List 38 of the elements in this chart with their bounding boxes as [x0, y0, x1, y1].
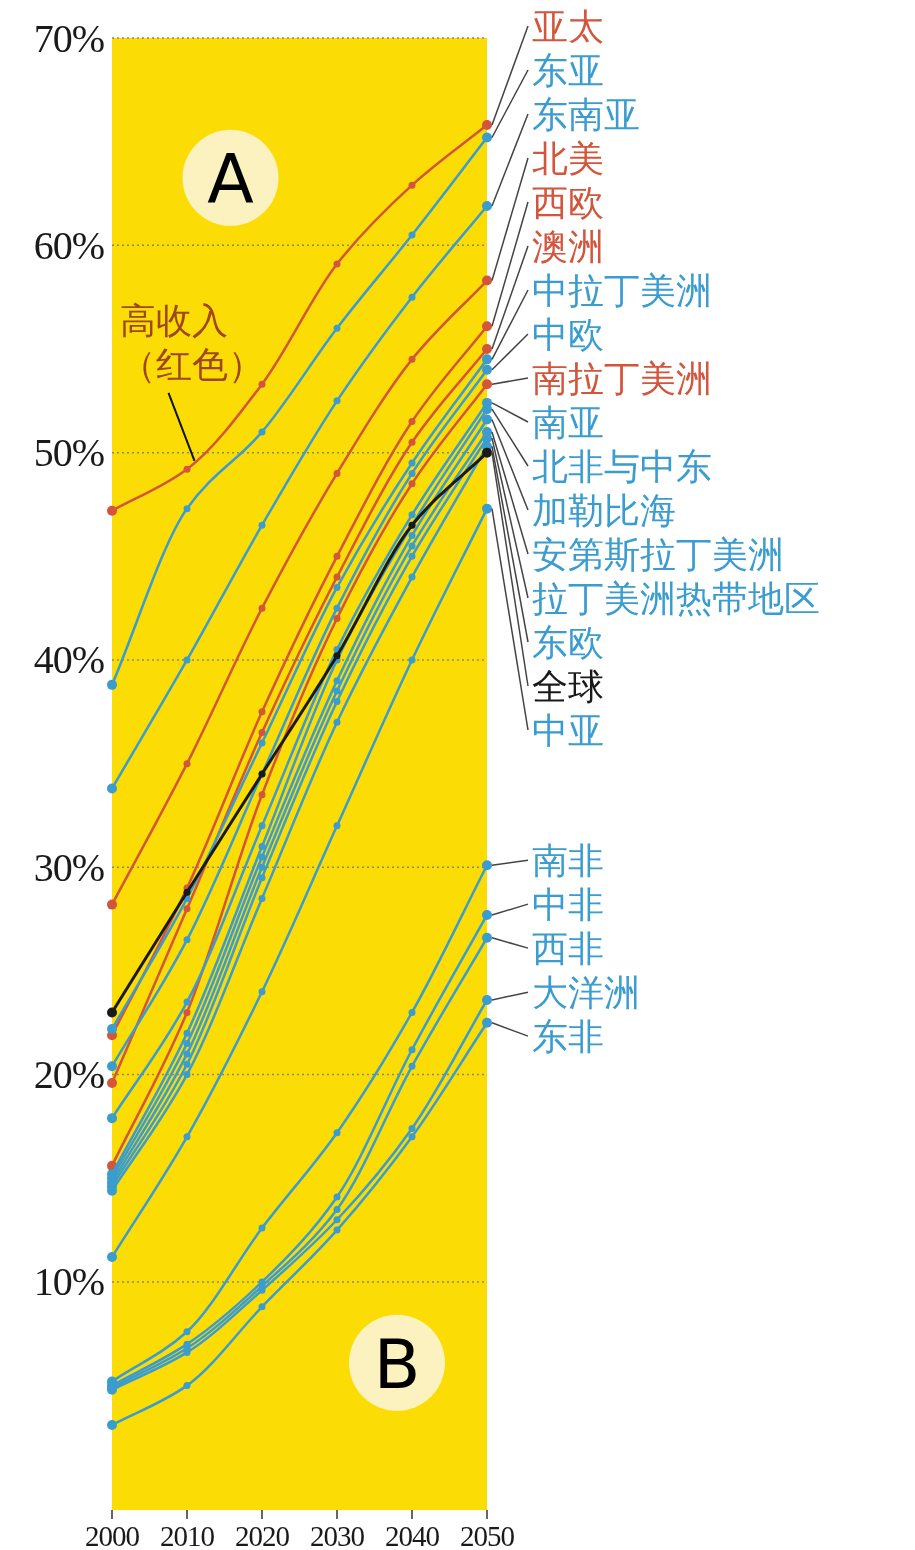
- y-tick-label: 40%: [33, 637, 104, 683]
- text: 东欧: [532, 621, 604, 663]
- text: 安第斯拉丁美洲: [532, 533, 784, 575]
- series-label: 南拉丁美洲: [532, 357, 712, 399]
- text: 中亚: [532, 709, 604, 751]
- y-tick-label: 30%: [33, 844, 104, 890]
- y-tick-label: 10%: [33, 1259, 104, 1305]
- y-tick-label: 70%: [33, 15, 104, 61]
- y-tick-label: 60%: [33, 222, 104, 268]
- series-label: 西非: [532, 927, 604, 969]
- series-label: 南非: [532, 839, 604, 881]
- series-label: 大洋洲: [532, 971, 640, 1013]
- text: 北美: [532, 137, 604, 179]
- series-label: 东亚: [532, 49, 604, 91]
- series-label: 中非: [532, 883, 604, 925]
- annotation: 高收入（红色）: [119, 298, 265, 387]
- series-label: 南亚: [532, 401, 604, 443]
- series-label: 中拉丁美洲: [532, 269, 712, 311]
- text: 西欧: [532, 181, 604, 223]
- annotation: A: [207, 140, 254, 220]
- x-tick-label: 2050: [460, 1520, 515, 1550]
- series-label: 东非: [532, 1015, 604, 1057]
- annotation: B: [373, 1325, 421, 1405]
- text: 东南亚: [532, 93, 640, 135]
- series-label: 北非与中东: [532, 445, 712, 487]
- text: 加勒比海: [532, 489, 676, 531]
- x-tick-label: 2020: [235, 1520, 290, 1550]
- text: 澳洲: [532, 225, 604, 267]
- text: 全球: [532, 665, 604, 707]
- y-tick-label: 50%: [33, 430, 104, 476]
- x-tick-label: 2030: [310, 1520, 365, 1550]
- series-label: 中欧: [532, 313, 604, 355]
- x-tick-label: 2000: [85, 1520, 140, 1550]
- x-tick-label: 2040: [385, 1520, 440, 1550]
- text: 拉丁美洲热带地区: [532, 577, 820, 619]
- y-tick-label: 20%: [33, 1052, 104, 1098]
- text: 亚太: [532, 5, 604, 47]
- x-tick-label: 2010: [160, 1520, 215, 1550]
